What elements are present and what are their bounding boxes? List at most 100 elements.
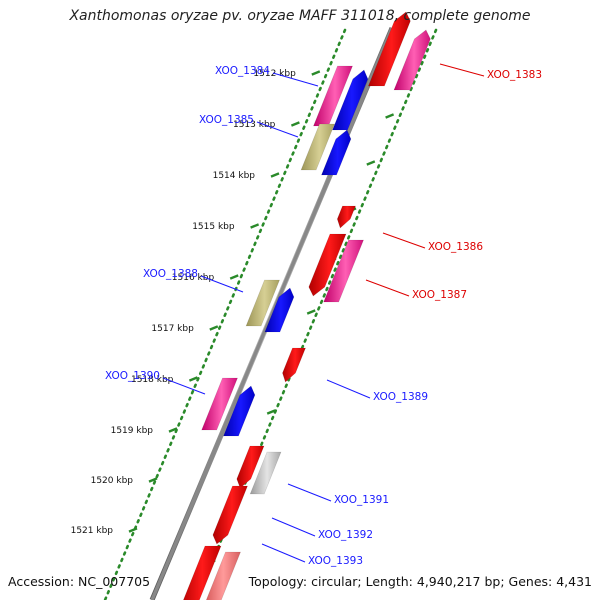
kbp-tick-mark [128,527,138,533]
gene-arrow-body [308,233,347,297]
accession-label: Accession: NC_007705 [8,574,151,589]
gene-arrow-body [183,545,222,600]
gene-label-text[interactable]: XOO_1392 [318,529,373,541]
kbp-tick-label: 1516 kbp [172,273,215,283]
gene-label-text[interactable]: XOO_1388 [143,268,198,280]
gene-label-text[interactable]: XOO_1384 [215,65,270,77]
leader-line [200,275,244,293]
gene-label-XOO_1384[interactable]: XOO_1384 [215,65,319,87]
leader-line [326,379,371,399]
leader-line [287,483,332,502]
gene-arrow-body [321,129,352,176]
gene-arrow-body [300,123,335,171]
gene-label-XOO_1390[interactable]: XOO_1390 [105,370,206,395]
leader-line [272,72,319,87]
kbp-tick-label: 1518 kbp [131,375,174,385]
kbp-tick-mark [188,376,198,382]
right-guide-line [194,28,438,600]
kbp-tick-label: 1521 kbp [71,526,114,536]
gene-arrow-body [223,385,256,437]
leader-line [271,517,316,537]
gene-label-text[interactable]: XOO_1391 [334,494,389,506]
kbp-tick-label: 1514 kbp [213,171,256,181]
gene-arrow-body [212,485,248,545]
backbone-core [150,27,394,600]
gene-label-text[interactable]: XOO_1385 [199,114,254,126]
gene-label-XOO_1392[interactable]: XOO_1392 [271,517,373,541]
gene-arrow-XOO_1390 [201,377,238,431]
gene-arrow-body [205,551,241,600]
gene-arrow-XOO_1391 [249,451,282,495]
left-guide-line [103,28,347,600]
gene-label-text[interactable]: XOO_1386 [428,241,483,253]
gene-arrow-XOO_1392 [212,485,248,545]
gene-arrow-XOO_1387 [323,239,364,303]
kbp-tick-mark [229,274,239,280]
gene-arrow-XOO_1389 [282,347,306,383]
kbp-tick-mark [250,223,260,229]
kbp-tick-mark [366,160,376,166]
gene-label-text[interactable]: XOO_1390 [105,370,160,382]
gene-label-XOO_1383[interactable]: XOO_1383 [439,63,542,81]
gene-arrow-body [336,205,356,229]
gene-label-XOO_1393[interactable]: XOO_1393 [261,543,363,567]
gene-arrow-XOO_1390-blue [223,385,256,437]
gene-label-text[interactable]: XOO_1389 [373,391,428,403]
gene-label-text[interactable]: XOO_1387 [412,289,467,301]
gene-arrow-XOO_1383-part [367,11,411,87]
gene-arrow-body [323,239,364,303]
gene-label-XOO_1391[interactable]: XOO_1391 [287,483,389,506]
kbp-tick-mark [290,121,300,127]
gene-features [183,11,431,600]
gene-label-XOO_1385[interactable]: XOO_1385 [199,114,299,138]
kbp-tick-mark [270,172,280,178]
leader-line [365,279,410,297]
gene-label-XOO_1387[interactable]: XOO_1387 [365,279,467,301]
gene-label-text[interactable]: XOO_1393 [308,555,363,567]
kbp-tick-label: 1517 kbp [151,324,194,334]
gene-arrow-body [332,69,369,131]
gene-arrow-body [249,451,282,495]
kbp-tick-mark [266,409,276,415]
gene-arrow-XOO_1383 [393,29,431,91]
leader-line [256,121,299,138]
gene-arrow-XOO_1391-red [236,445,265,489]
gene-arrow-body [236,445,265,489]
map-title: Xanthomonas oryzae pv. oryzae MAFF 31101… [69,8,531,24]
kbp-tick-label: 1519 kbp [111,426,154,436]
kbp-tick-label: 1520 kbp [91,476,134,486]
gene-label-text[interactable]: XOO_1383 [487,69,542,81]
gene-arrow-body [393,29,431,91]
leader-line [261,543,306,563]
kbp-tick-mark [209,325,219,331]
kbp-tick-mark [306,309,316,315]
kbp-tick-mark [168,427,178,433]
gene-arrow-body [245,279,280,327]
genome-summary: Topology: circular; Length: 4,940,217 bp… [248,574,592,589]
gene-arrow-body [264,287,295,333]
gene-arrow-XOO_1393 [205,551,241,600]
kbp-tick-label: 1515 kbp [192,222,235,232]
gene-arrow-XOO_1386 [336,205,356,229]
gene-arrow-XOO_1388-blue [264,287,295,333]
gene-arrow-XOO_1385 [300,123,335,171]
gene-arrow-XOO_1384-blue [332,69,369,131]
genome-backbone [149,27,395,600]
leader-line [382,232,426,249]
gene-arrow-XOO_1388 [245,279,280,327]
gene-label-XOO_1386[interactable]: XOO_1386 [382,232,483,253]
kbp-tick-label: 1513 kbp [233,120,276,130]
gene-label-XOO_1388[interactable]: XOO_1388 [143,268,244,293]
guide-lines [103,28,438,600]
gene-labels: XOO_1383 XOO_1384 XOO_1385 XOO_1386 XOO_1387… [105,63,542,567]
gene-arrow-body [282,347,306,383]
gene-arrow-XOO_1387-red [308,233,347,297]
gene-arrow-XOO_1393-red [183,545,222,600]
gene-label-XOO_1389[interactable]: XOO_1389 [326,379,428,403]
gene-arrow-body [201,377,238,431]
leader-line [162,377,206,395]
gene-arrow-body [367,11,411,87]
leader-line [439,63,485,77]
